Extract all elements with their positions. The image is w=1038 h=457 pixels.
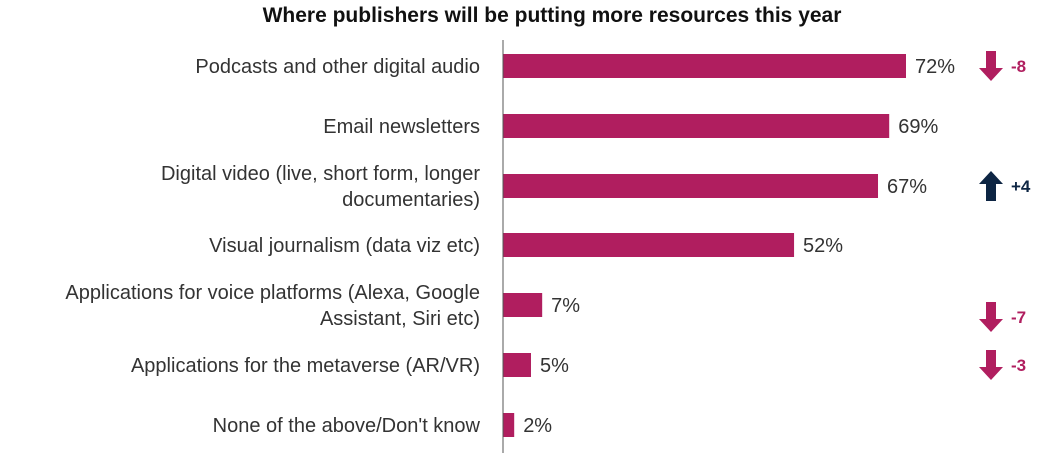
value-label: 69% [898, 116, 938, 138]
value-label: 67% [887, 176, 927, 198]
value-label: 72% [915, 56, 955, 78]
category-labels: Podcasts and other digital audio Email ne… [65, 56, 480, 437]
value-label: 52% [803, 235, 843, 257]
value-label: 2% [523, 415, 552, 437]
value-label: 7% [551, 295, 580, 317]
category-label: Applications for voice platforms (Alexa,… [65, 282, 480, 304]
change-label: -8 [1011, 57, 1026, 76]
category-label: Visual journalism (data viz etc) [209, 235, 480, 257]
value-label: 5% [540, 355, 569, 377]
change-label: +4 [1011, 177, 1031, 196]
bar [503, 353, 531, 377]
arrow-up-icon [979, 171, 1003, 201]
bar [503, 293, 543, 317]
arrow-down-icon [979, 302, 1003, 332]
category-label: None of the above/Don't know [213, 415, 481, 437]
change-indicators: -8 +4 -7 -3 [979, 51, 1031, 380]
change-label: -3 [1011, 356, 1026, 375]
category-label: Assistant, Siri etc) [320, 308, 480, 330]
change-label: -7 [1011, 308, 1026, 327]
category-label: Applications for the metaverse (AR/VR) [131, 355, 480, 377]
category-label: Podcasts and other digital audio [195, 56, 480, 78]
category-label: Email newsletters [323, 116, 480, 138]
category-label: documentaries) [342, 189, 480, 211]
category-label: Digital video (live, short form, longer [161, 163, 480, 185]
value-labels: 72% 69% 67% 52% 7% 5% 2% [523, 56, 955, 437]
arrow-down-icon [979, 350, 1003, 380]
arrow-down-icon [979, 51, 1003, 81]
bar [503, 413, 515, 437]
bar [503, 233, 795, 257]
bar [503, 114, 890, 138]
bar [503, 174, 879, 198]
chart-title: Where publishers will be putting more re… [263, 4, 842, 27]
bars [503, 54, 906, 437]
bar [503, 54, 906, 78]
